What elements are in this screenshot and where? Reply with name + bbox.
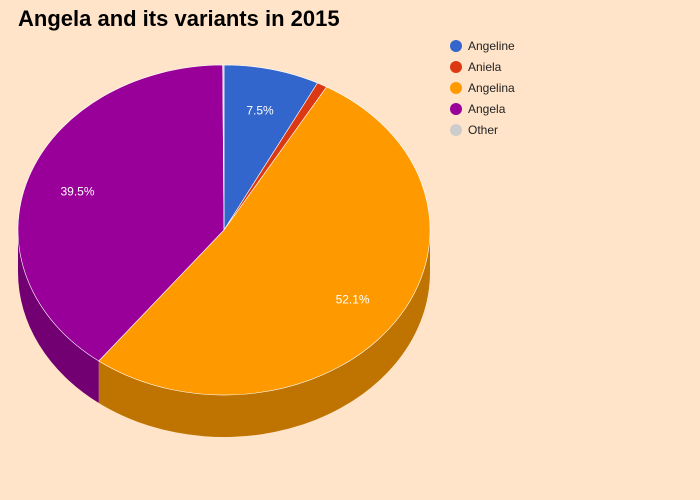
pie-sides [18,230,430,437]
legend-item-angelina[interactable]: Angelina [450,77,515,98]
pie-side-angela [18,230,99,404]
pie-slice-angeline[interactable] [223,64,318,232]
legend-label-aniela: Aniela [468,59,502,74]
legend-label-other: Other [468,122,499,137]
legend-item-aniela[interactable]: Aniela [450,56,515,77]
pie-side-angelina [98,230,430,437]
pie-slice-angela[interactable] [17,64,225,362]
data-label-angeline: 7.5% [246,104,274,118]
chart-title: Angela and its variants in 2015 [18,6,340,31]
pie-slice-other[interactable] [222,64,225,231]
legend-item-angela[interactable]: Angela [450,98,515,119]
pie-slice-angelina[interactable] [98,86,431,396]
legend-item-other[interactable]: Other [450,119,515,140]
data-label-angela: 39.5% [61,185,95,199]
legend-label-angeline: Angeline [468,38,515,53]
pie-slices [17,64,431,396]
legend: Angeline Aniela Angelina Angela Other [450,35,515,140]
legend-item-angeline[interactable]: Angeline [450,35,515,56]
legend-label-angelina: Angelina [468,80,515,95]
legend-swatch-aniela [450,60,462,73]
legend-swatch-angeline [450,39,462,52]
pie-labels: 7.5% 52.1% 39.5% [61,104,370,307]
legend-label-angela: Angela [468,101,506,116]
data-label-angelina: 52.1% [336,293,370,307]
legend-swatch-angelina [450,81,462,94]
legend-swatch-angela [450,102,462,115]
legend-swatch-other [450,123,462,136]
